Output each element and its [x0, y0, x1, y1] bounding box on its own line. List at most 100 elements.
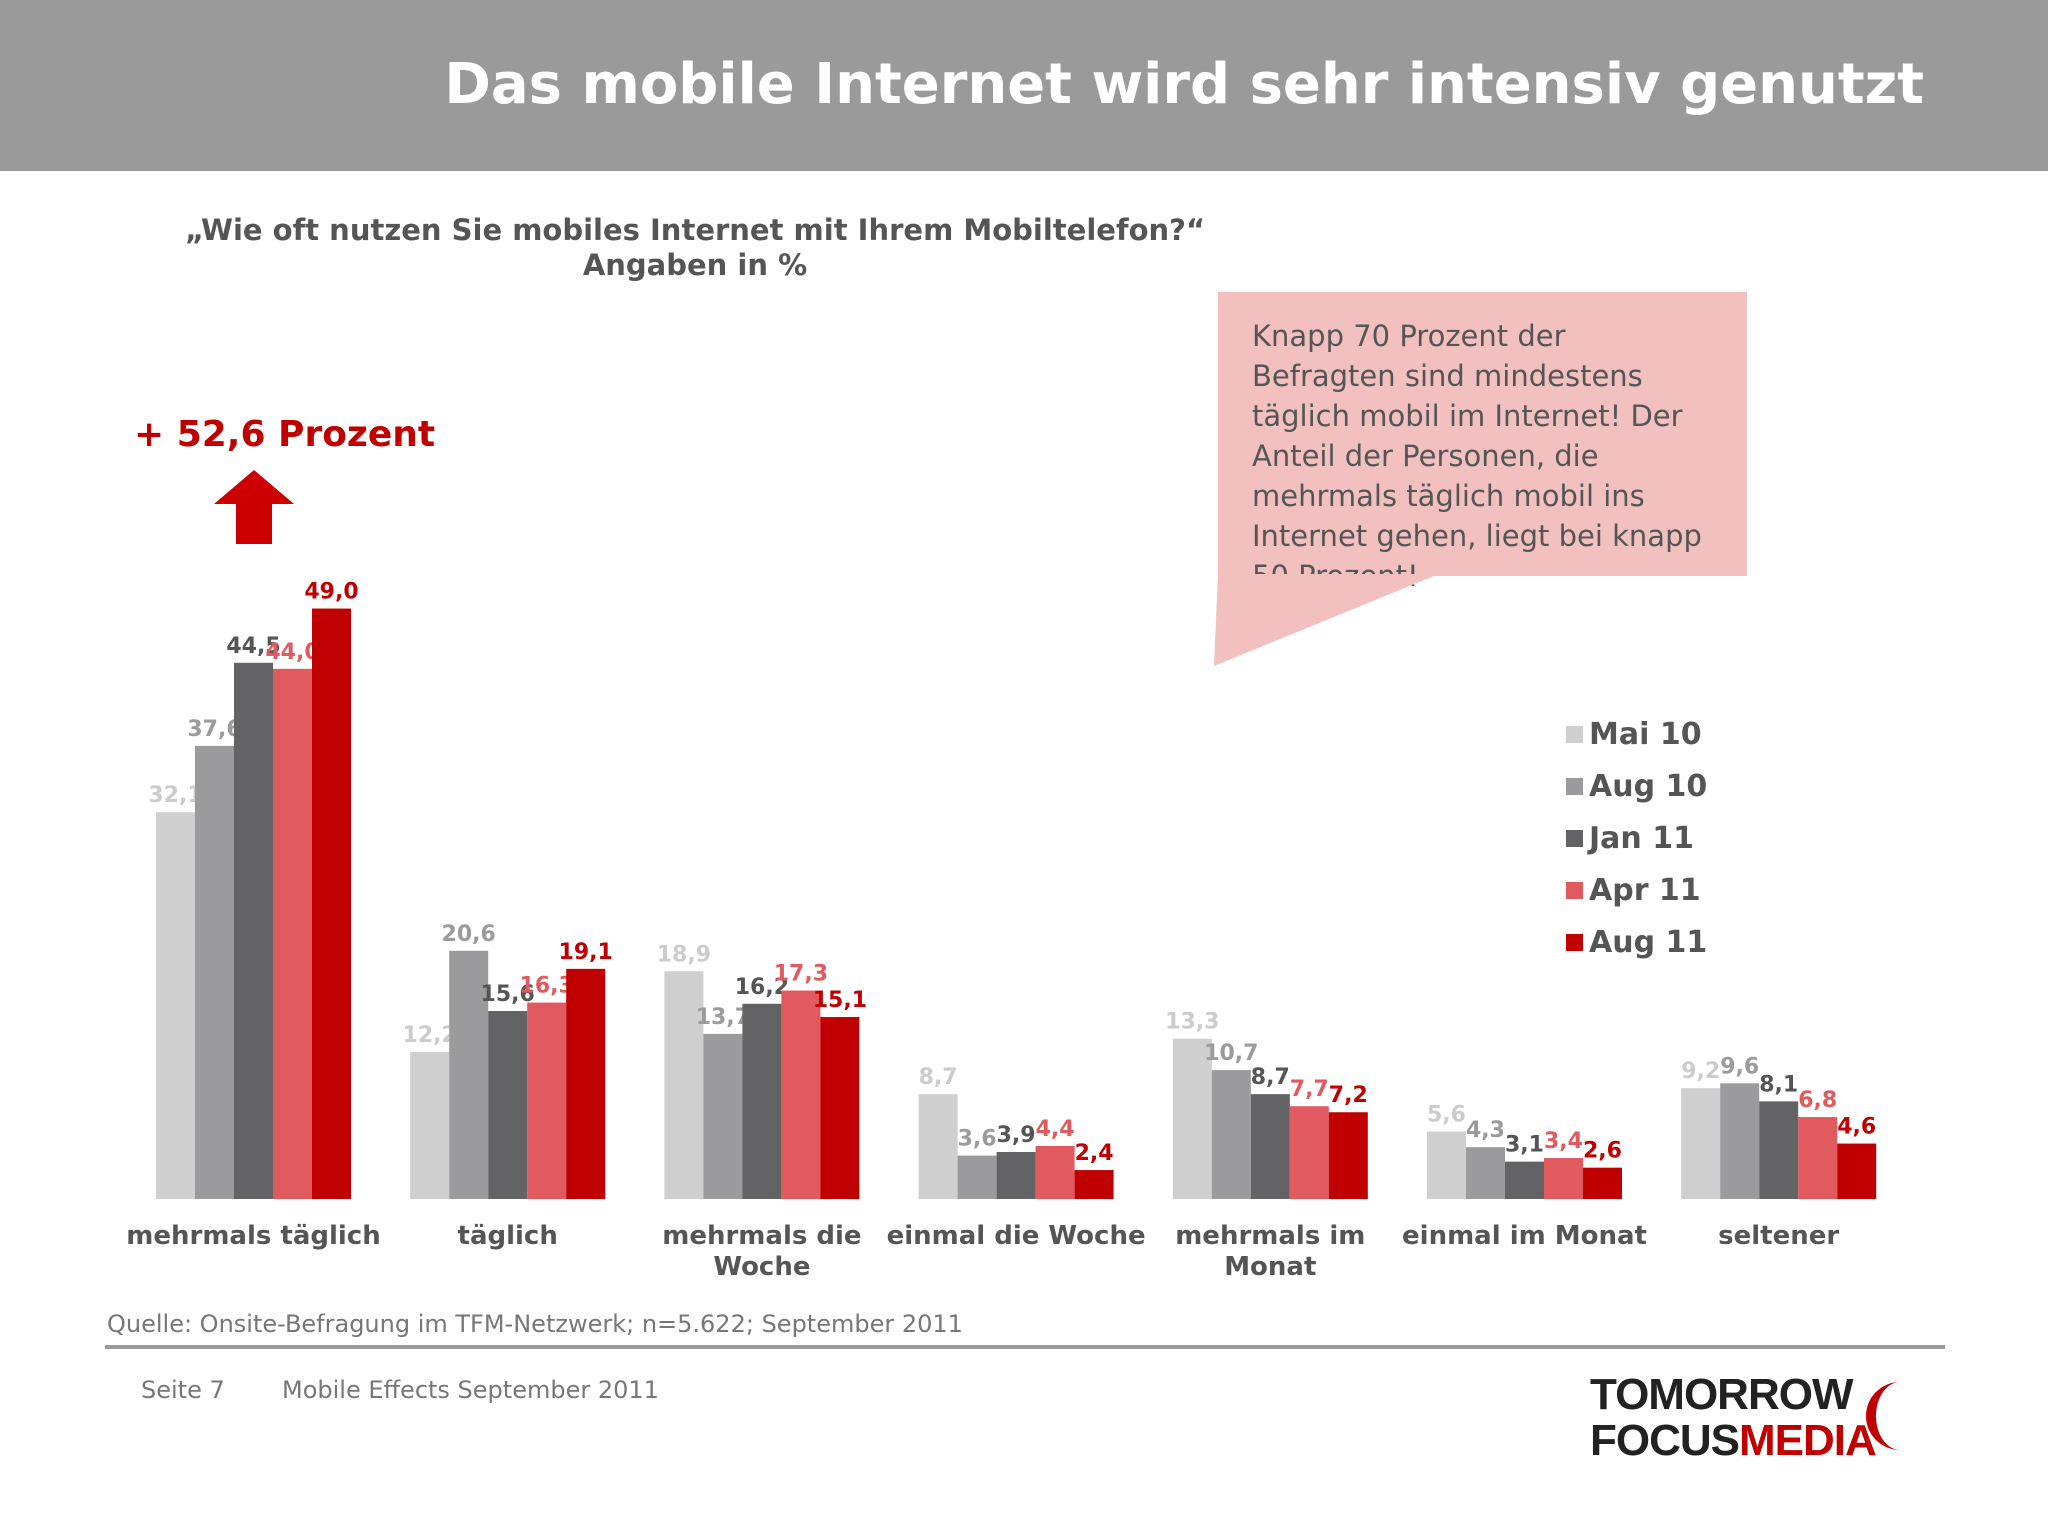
company-logo: TOMORROW FOCUSMEDIA — [1590, 1370, 1877, 1465]
data-label: 4,3 — [1466, 1118, 1505, 1143]
data-label: 20,6 — [442, 922, 496, 947]
bar — [1720, 1083, 1760, 1199]
category-label: einmal die Woche — [887, 1221, 1146, 1251]
legend-item: Jan 11 — [1566, 812, 1707, 864]
data-label: 13,3 — [1165, 1010, 1219, 1035]
legend-item: Aug 10 — [1566, 760, 1707, 812]
callout-text: Knapp 70 Prozent der Befragten sind mind… — [1252, 319, 1702, 593]
bar — [1035, 1145, 1075, 1199]
data-label: 16,3 — [520, 974, 574, 999]
logo-media: MEDIA — [1739, 1416, 1877, 1465]
bar — [566, 968, 606, 1199]
legend-label: Jan 11 — [1589, 820, 1694, 856]
category-label: mehrmals im — [1175, 1221, 1365, 1251]
bar — [195, 745, 234, 1199]
source-note: Quelle: Onsite-Befragung im TFM-Netzwerk… — [107, 1310, 963, 1338]
bar — [1250, 1094, 1290, 1199]
data-label: 19,1 — [559, 940, 613, 965]
data-label: 16,2 — [735, 975, 789, 1000]
bar — [996, 1152, 1036, 1199]
bar — [410, 1051, 450, 1199]
bar — [1328, 1112, 1368, 1199]
data-label: 13,7 — [696, 1005, 750, 1030]
legend-item: Apr 11 — [1566, 864, 1707, 916]
bar — [1681, 1088, 1721, 1199]
category-label: Monat — [1224, 1252, 1316, 1282]
chart-legend: Mai 10 Aug 10 Jan 11 Apr 11 Aug 11 — [1566, 708, 1707, 968]
data-label: 7,2 — [1329, 1083, 1368, 1108]
legend-swatch — [1566, 829, 1583, 847]
bar — [1837, 1143, 1877, 1199]
bar — [1172, 1038, 1212, 1199]
data-label: 9,6 — [1720, 1054, 1759, 1079]
logo-mark-icon — [1865, 1382, 1900, 1450]
legend-item: Aug 11 — [1566, 916, 1707, 968]
data-label: 18,9 — [657, 942, 711, 967]
bar — [1289, 1106, 1329, 1199]
bar — [1211, 1070, 1251, 1199]
data-label: 5,6 — [1427, 1103, 1466, 1128]
data-label: 15,6 — [481, 982, 535, 1007]
category-label: mehrmals die — [662, 1221, 861, 1251]
legend-swatch — [1566, 777, 1583, 795]
legend-swatch — [1566, 881, 1583, 899]
page-number: Seite 7 — [141, 1376, 225, 1404]
logo-line-focus-media: FOCUSMEDIA — [1590, 1416, 1877, 1465]
header-bar: Das mobile Internet wird sehr intensiv g… — [0, 0, 2048, 171]
data-label: 32,1 — [148, 783, 202, 808]
data-label: 7,7 — [1290, 1077, 1329, 1102]
data-label: 44,5 — [226, 634, 280, 659]
legend-label: Apr 11 — [1589, 872, 1701, 908]
callout-box: Knapp 70 Prozent der Befragten sind mind… — [1218, 292, 1747, 593]
footer-divider — [105, 1345, 1945, 1349]
bar — [918, 1094, 958, 1199]
bar — [1759, 1101, 1799, 1199]
arrow-up-icon — [214, 470, 294, 544]
data-label: 49,0 — [304, 580, 358, 605]
category-label: täglich — [458, 1221, 558, 1251]
bar — [781, 990, 821, 1199]
data-label: 4,6 — [1837, 1115, 1876, 1140]
bar — [703, 1033, 743, 1199]
bar — [664, 971, 704, 1199]
legend-item: Mai 10 — [1566, 708, 1707, 760]
bar — [449, 950, 489, 1199]
category-label: einmal im Monat — [1402, 1221, 1647, 1251]
data-label: 10,7 — [1204, 1041, 1258, 1066]
bar — [156, 812, 195, 1199]
bar — [527, 1002, 567, 1199]
callout-tail — [1214, 574, 1439, 666]
question-text: „Wie oft nutzen Sie mobiles Internet mit… — [184, 213, 1206, 247]
bar — [957, 1155, 997, 1199]
data-label: 12,2 — [403, 1023, 457, 1048]
legend-label: Aug 10 — [1589, 768, 1708, 804]
bar — [1544, 1158, 1583, 1199]
legend-label: Aug 11 — [1589, 924, 1708, 960]
slide-title: Das mobile Internet wird sehr intensiv g… — [444, 52, 1924, 117]
bar — [1427, 1131, 1466, 1199]
data-label: 2,4 — [1075, 1141, 1114, 1166]
unit-note: Angaben in % — [582, 248, 808, 282]
data-label: 4,4 — [1036, 1117, 1075, 1142]
bar — [742, 1003, 782, 1199]
bar — [1466, 1147, 1505, 1199]
data-label: 3,9 — [997, 1123, 1036, 1148]
bar — [1583, 1167, 1622, 1199]
footer-caption: Mobile Effects September 2011 — [282, 1376, 659, 1404]
logo-focus: FOCUS — [1590, 1416, 1740, 1465]
bar — [273, 668, 312, 1199]
increase-label: + 52,6 Prozent — [134, 414, 436, 455]
chart-question: „Wie oft nutzen Sie mobiles Internet mit… — [120, 213, 1270, 283]
category-label: Woche — [713, 1252, 810, 1282]
data-label: 37,6 — [187, 717, 241, 742]
data-label: 2,6 — [1583, 1139, 1622, 1164]
data-label: 15,1 — [813, 988, 867, 1013]
data-label: 44,0 — [265, 640, 319, 665]
bar — [234, 662, 273, 1199]
data-label: 9,2 — [1681, 1059, 1720, 1084]
logo-line-tomorrow: TOMORROW — [1590, 1370, 1853, 1419]
category-label: mehrmals täglich — [126, 1221, 380, 1251]
bar — [1798, 1117, 1838, 1199]
legend-swatch — [1566, 725, 1583, 743]
